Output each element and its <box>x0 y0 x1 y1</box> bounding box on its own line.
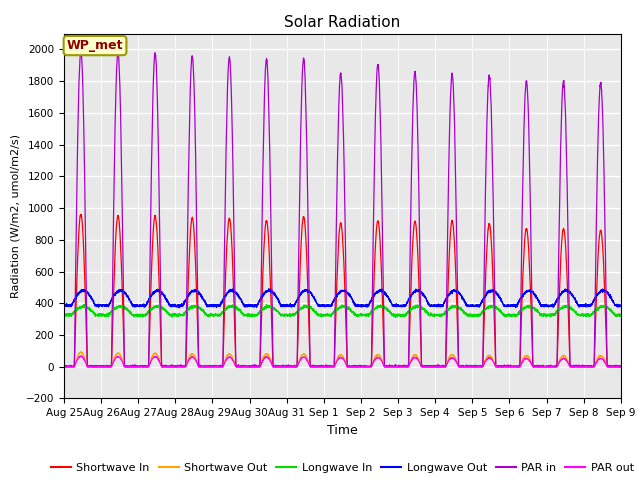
Legend: Shortwave In, Shortwave Out, Longwave In, Longwave Out, PAR in, PAR out: Shortwave In, Shortwave Out, Longwave In… <box>46 459 639 478</box>
X-axis label: Time: Time <box>327 424 358 437</box>
Longwave Out <box>265 286 273 291</box>
Shortwave In <box>616 363 624 369</box>
PAR in <box>161 364 168 370</box>
PAR out <box>60 364 68 370</box>
Shortwave Out <box>499 364 507 370</box>
Longwave In <box>617 313 625 319</box>
PAR out <box>468 364 476 370</box>
Longwave In <box>160 307 168 312</box>
PAR out <box>60 364 68 370</box>
Longwave In <box>392 314 399 320</box>
Longwave In <box>436 312 444 318</box>
Shortwave In <box>322 364 330 370</box>
PAR out <box>499 364 507 370</box>
Longwave Out <box>468 303 476 309</box>
Longwave Out <box>616 302 624 308</box>
Line: PAR in: PAR in <box>64 50 621 367</box>
Title: Solar Radiation: Solar Radiation <box>284 15 401 30</box>
Longwave In <box>60 312 68 318</box>
Line: Longwave Out: Longwave Out <box>64 288 621 308</box>
Shortwave In <box>436 363 444 369</box>
PAR out <box>617 364 625 370</box>
PAR in <box>616 364 624 370</box>
Line: Shortwave Out: Shortwave Out <box>64 352 621 367</box>
Longwave In <box>616 312 624 317</box>
PAR out <box>161 364 168 370</box>
Longwave Out <box>617 303 625 309</box>
Shortwave Out <box>616 364 624 370</box>
Line: Longwave In: Longwave In <box>64 304 621 317</box>
Shortwave Out <box>161 364 168 370</box>
Shortwave In <box>617 364 625 370</box>
Longwave Out <box>175 305 183 311</box>
Shortwave Out <box>322 364 330 370</box>
Longwave Out <box>322 303 330 309</box>
PAR in <box>617 364 625 370</box>
Longwave Out <box>160 293 168 299</box>
PAR in <box>499 363 507 369</box>
Shortwave In <box>499 364 507 370</box>
PAR in <box>436 363 444 369</box>
PAR in <box>77 48 84 53</box>
Longwave In <box>322 313 330 319</box>
Y-axis label: Radiation (W/m2, umol/m2/s): Radiation (W/m2, umol/m2/s) <box>10 134 20 298</box>
PAR out <box>436 364 444 370</box>
Shortwave In <box>77 212 84 217</box>
Shortwave In <box>60 364 68 370</box>
PAR in <box>60 364 68 370</box>
PAR out <box>616 364 624 370</box>
Shortwave In <box>468 364 476 370</box>
Shortwave Out <box>77 349 84 355</box>
Line: PAR out: PAR out <box>64 356 621 367</box>
Longwave In <box>499 312 507 318</box>
Longwave Out <box>499 301 507 307</box>
Shortwave Out <box>60 364 68 370</box>
Text: WP_met: WP_met <box>67 39 124 52</box>
Longwave In <box>468 312 476 318</box>
Shortwave Out <box>468 364 476 370</box>
Longwave In <box>262 301 270 307</box>
PAR in <box>322 362 330 368</box>
Shortwave Out <box>617 364 625 370</box>
Shortwave Out <box>60 363 68 369</box>
PAR out <box>77 353 84 359</box>
Shortwave In <box>161 364 168 370</box>
Longwave Out <box>60 302 68 308</box>
PAR in <box>467 364 475 370</box>
Shortwave Out <box>436 364 444 370</box>
Line: Shortwave In: Shortwave In <box>64 215 621 367</box>
PAR out <box>322 364 330 370</box>
Longwave Out <box>436 304 444 310</box>
Shortwave In <box>60 364 68 370</box>
